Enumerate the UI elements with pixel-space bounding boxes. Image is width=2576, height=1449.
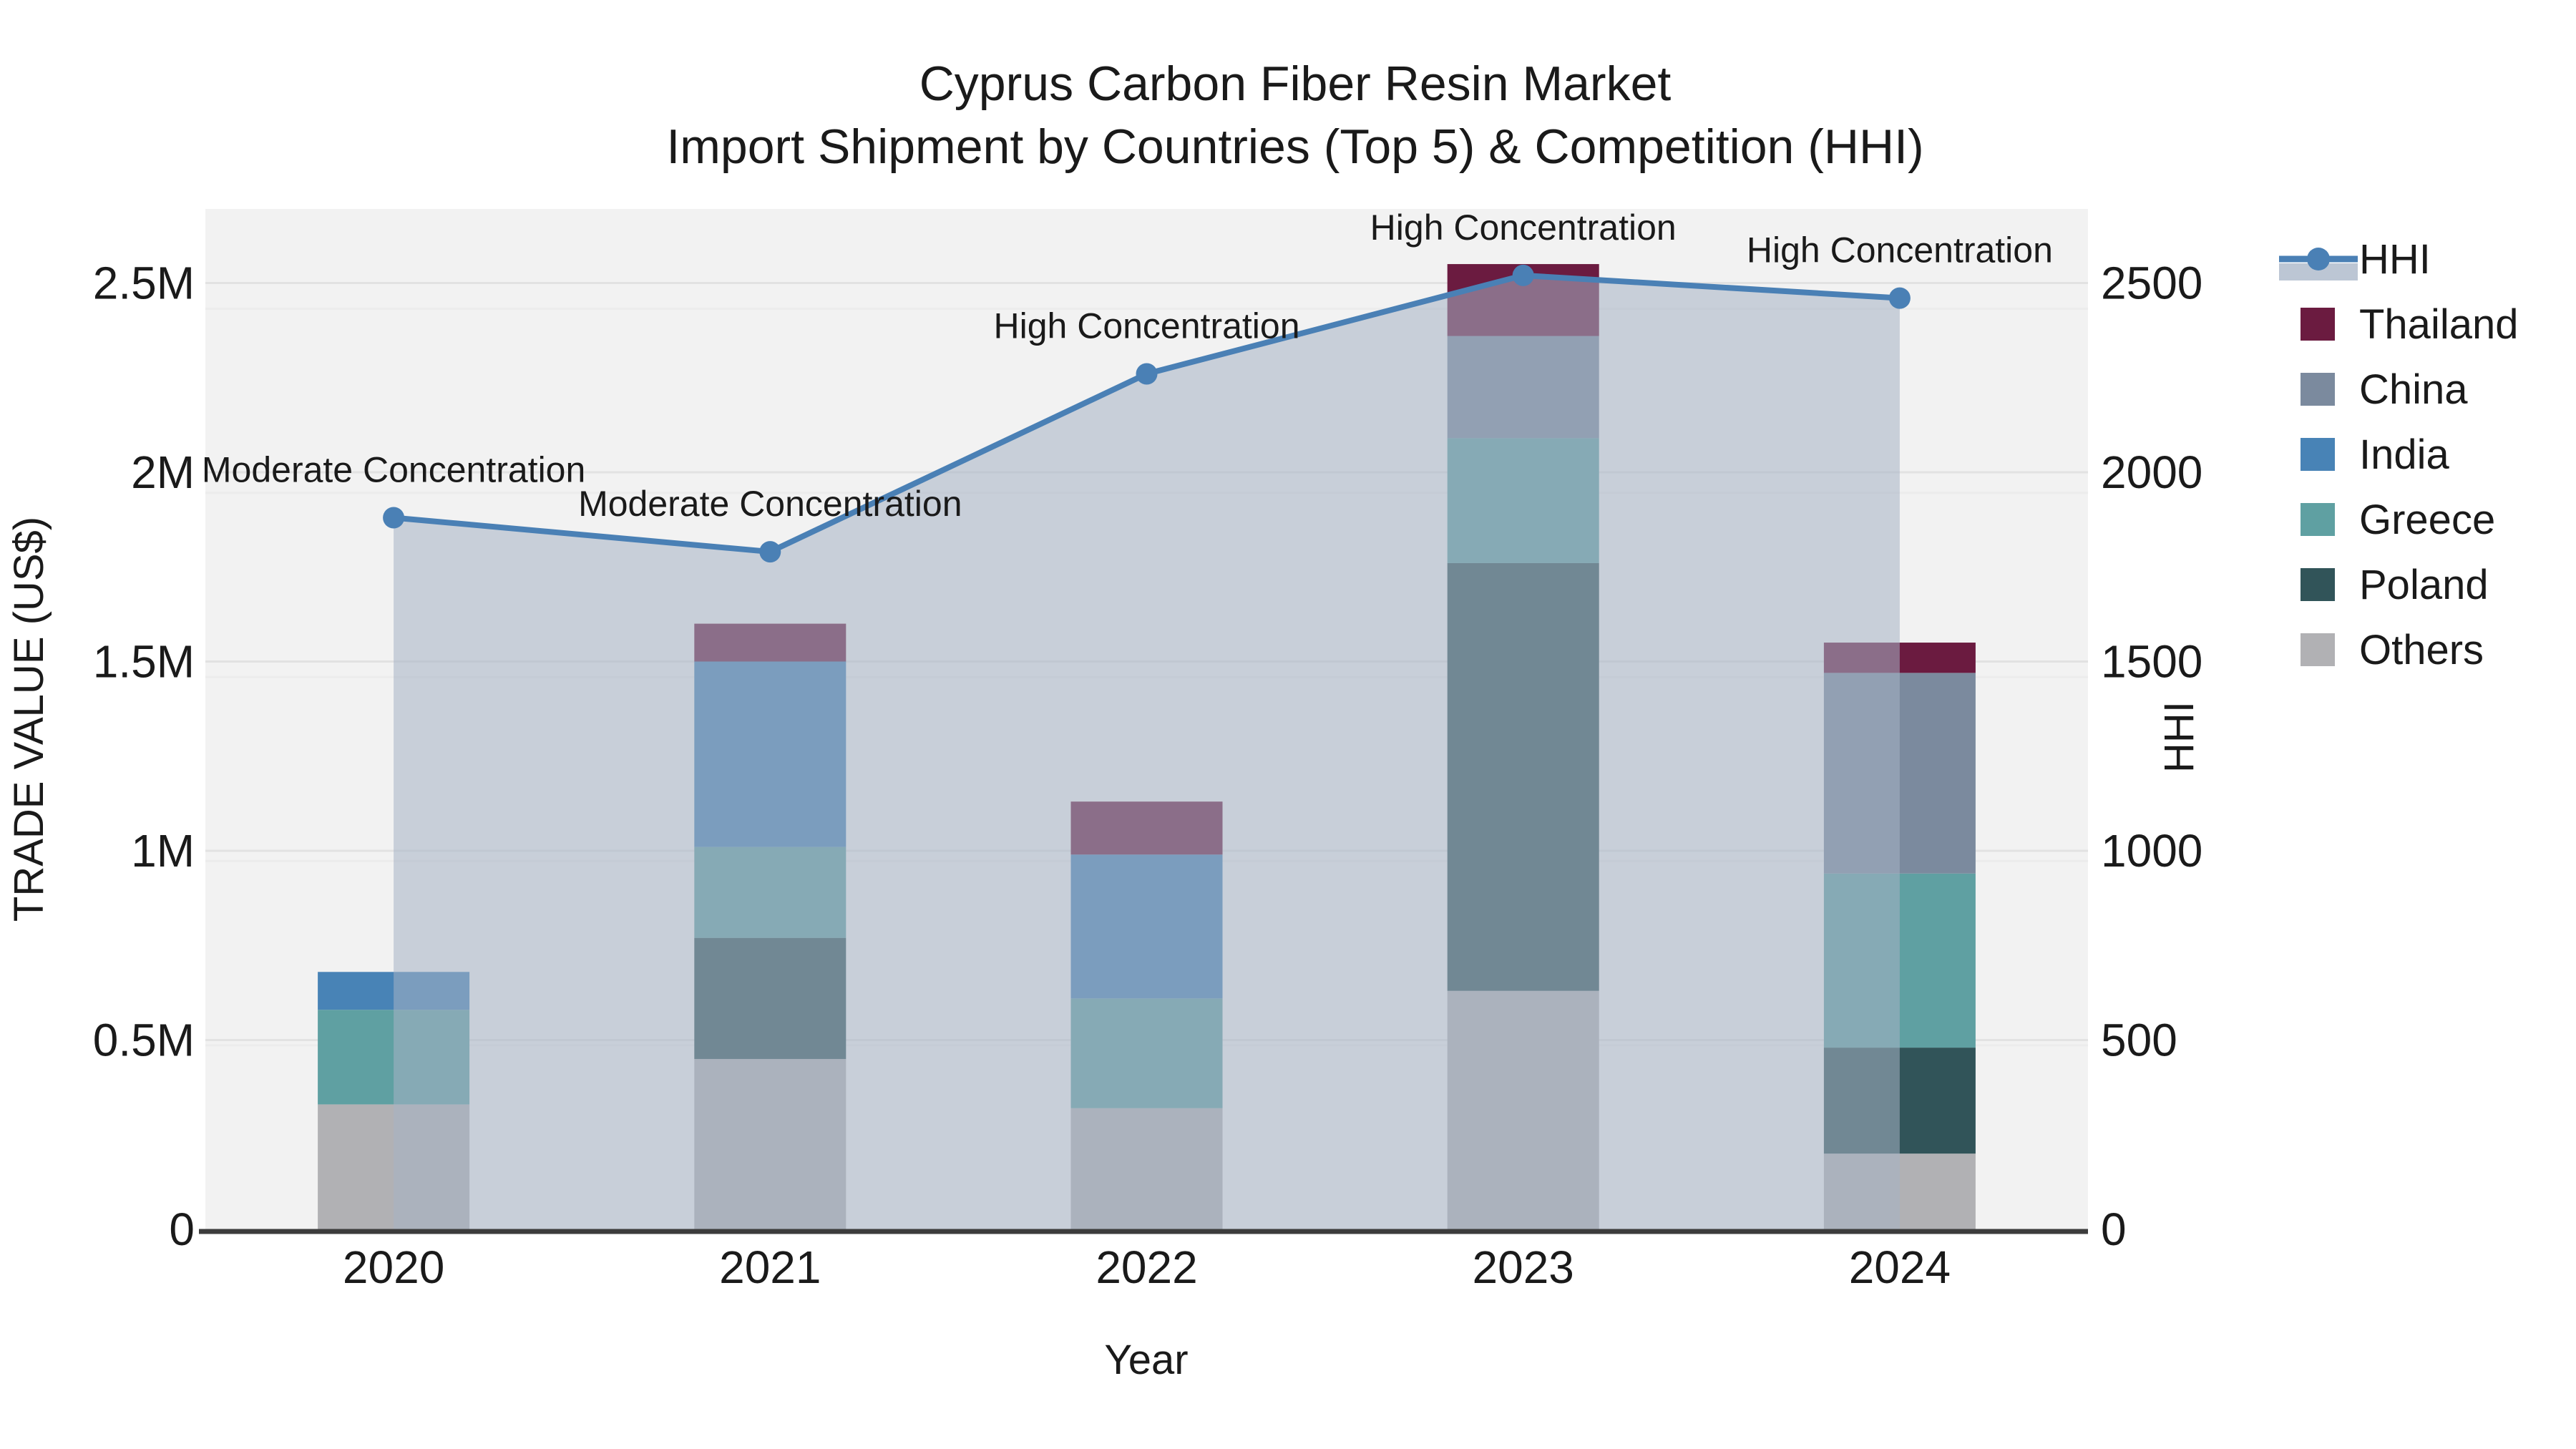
legend-item-poland: Poland: [2301, 562, 2489, 608]
annotation-2023: High Concentration: [1370, 208, 1677, 248]
legend-label-others: Others: [2359, 627, 2484, 673]
legend-label-poland: Poland: [2359, 562, 2489, 608]
annotation-2021: Moderate Concentration: [578, 484, 962, 524]
y-axis-title-right: HHI: [2156, 701, 2202, 773]
legend-label-hhi: HHI: [2359, 236, 2431, 283]
tick-labels: 0 0.5M 1M 1.5M 2M 2.5M 0 500 1000 1500 2000 2500 202…: [93, 258, 2203, 1294]
legend-item-greece: Greece: [2301, 497, 2495, 543]
legend-item-hhi: HHI: [2279, 236, 2431, 283]
y-right-tick-1500: 1500: [2101, 636, 2202, 688]
y-right-tick-1000: 1000: [2101, 825, 2202, 877]
hhi-marker-2021: [759, 541, 781, 563]
hhi-line: [383, 264, 1911, 563]
x-tick-2021: 2021: [719, 1241, 821, 1293]
hhi-marker-2024: [1888, 287, 1911, 309]
legend-swatch-thailand: [2301, 308, 2335, 341]
legend-swatch-others: [2301, 633, 2335, 666]
y-left-tick-1M: 1M: [131, 825, 195, 877]
legend-item-others: Others: [2301, 627, 2484, 673]
x-tick-2020: 2020: [343, 1241, 444, 1293]
hhi-marker-2022: [1136, 363, 1158, 385]
legend: HHI Thailand China India Greece Poland Others: [2279, 236, 2518, 673]
legend-label-china: China: [2359, 366, 2468, 413]
hhi-marker-2023: [1512, 264, 1534, 286]
y-right-tick-500: 500: [2101, 1015, 2177, 1066]
legend-hhi-marker: [2307, 248, 2330, 270]
legend-swatch-greece: [2301, 503, 2335, 536]
annotation-2020: Moderate Concentration: [202, 449, 585, 489]
y-left-tick-0.5M: 0.5M: [93, 1015, 195, 1066]
legend-swatch-poland: [2301, 568, 2335, 601]
legend-label-india: India: [2359, 431, 2450, 478]
x-axis-title: Year: [1104, 1337, 1188, 1383]
legend-item-india: India: [2301, 431, 2450, 478]
x-tick-2024: 2024: [1849, 1241, 1951, 1293]
legend-swatch-china: [2301, 373, 2335, 406]
y-right-tick-2500: 2500: [2101, 258, 2202, 309]
legend-label-thailand: Thailand: [2359, 301, 2518, 348]
y-axis-title-left: TRADE VALUE (US$): [6, 517, 52, 922]
hhi-area: [394, 275, 1900, 1229]
chart-title-line1: Cyprus Carbon Fiber Resin Market: [919, 57, 1672, 111]
chart-title-line2: Import Shipment by Countries (Top 5) & C…: [666, 119, 1923, 174]
annotation-2022: High Concentration: [993, 306, 1299, 346]
annotation-2024: High Concentration: [1747, 230, 2053, 270]
y-left-tick-1.5M: 1.5M: [93, 636, 195, 688]
legend-swatch-india: [2301, 438, 2335, 471]
y-left-tick-0: 0: [169, 1204, 195, 1255]
y-right-tick-2000: 2000: [2101, 447, 2202, 498]
x-tick-2022: 2022: [1096, 1241, 1197, 1293]
hhi-area-fill: [394, 275, 1900, 1229]
y-right-tick-0: 0: [2101, 1204, 2127, 1255]
y-left-tick-2.5M: 2.5M: [93, 258, 195, 309]
legend-item-thailand: Thailand: [2301, 301, 2518, 348]
y-left-tick-2M: 2M: [131, 447, 195, 498]
legend-label-greece: Greece: [2359, 497, 2495, 543]
legend-item-china: China: [2301, 366, 2468, 413]
x-tick-2023: 2023: [1473, 1241, 1574, 1293]
hhi-marker-2020: [383, 507, 405, 529]
